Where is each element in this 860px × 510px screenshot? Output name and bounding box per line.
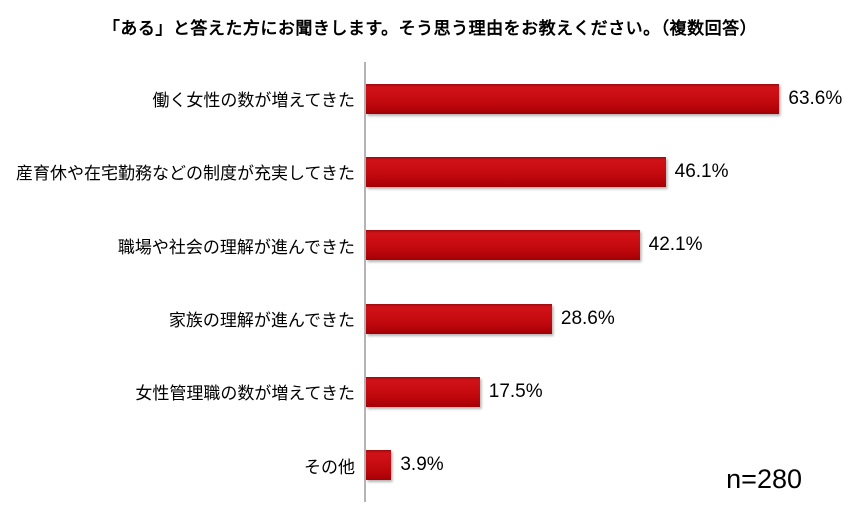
bar bbox=[366, 230, 640, 261]
bar-zone: 17.5% bbox=[364, 355, 860, 429]
bar bbox=[366, 376, 480, 407]
bar bbox=[366, 303, 552, 334]
category-label: 産育休や在宅勤務などの制度が充実してきた bbox=[16, 164, 355, 184]
bar-chart-plot-area: 働く女性の数が増えてきた 63.6% 産育休や在宅勤務などの制度が充実してきた 46.… bbox=[0, 62, 860, 502]
bar-row: 家族の理解が進んできた 28.6% bbox=[0, 281, 860, 356]
bar-row: 職場や社会の理解が進んできた 42.1% bbox=[0, 208, 860, 282]
bar-zone: 3.9% bbox=[364, 428, 860, 502]
bar-row: その他 3.9% bbox=[0, 428, 860, 502]
bar-row: 女性管理職の数が増えてきた 17.5% bbox=[0, 355, 860, 429]
bar-row: 働く女性の数が増えてきた 63.6% bbox=[0, 62, 860, 136]
bar bbox=[366, 450, 392, 481]
bar bbox=[366, 83, 780, 114]
chart-title: 「ある」と答えた方にお聞きします。そう思う理由をお教えください。（複数回答） bbox=[102, 19, 758, 38]
bar-row: 産育休や在宅勤務などの制度が充実してきた 46.1% bbox=[0, 135, 860, 209]
value-label: 46.1% bbox=[674, 160, 729, 182]
sample-size-label: n=280 bbox=[726, 464, 802, 494]
category-label: 家族の理解が進んできた bbox=[168, 311, 355, 331]
category-label: その他 bbox=[304, 457, 355, 477]
bar bbox=[366, 156, 666, 187]
value-label: 63.6% bbox=[788, 87, 843, 109]
category-label: 働く女性の数が増えてきた bbox=[152, 91, 355, 111]
category-label: 職場や社会の理解が進んできた bbox=[117, 237, 355, 257]
bar-zone: 42.1% bbox=[364, 208, 860, 282]
value-label: 17.5% bbox=[488, 380, 543, 402]
bar-zone: 63.6% bbox=[364, 62, 860, 136]
value-label: 3.9% bbox=[400, 454, 444, 476]
value-label: 42.1% bbox=[648, 234, 703, 256]
category-label: 女性管理職の数が増えてきた bbox=[135, 384, 355, 404]
bar-zone: 46.1% bbox=[364, 135, 860, 209]
value-label: 28.6% bbox=[560, 307, 615, 329]
bar-zone: 28.6% bbox=[364, 281, 860, 356]
